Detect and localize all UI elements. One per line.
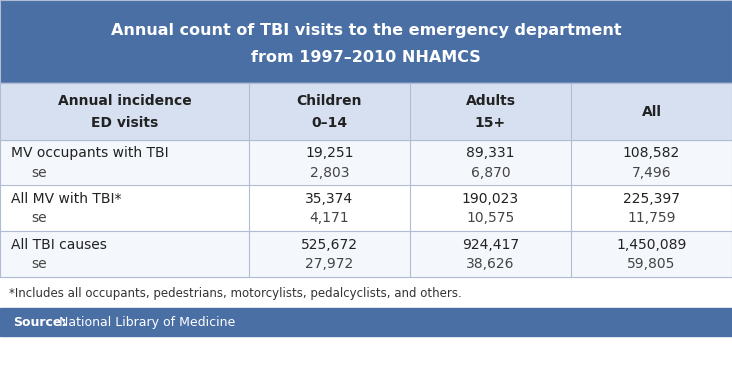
Text: 15+: 15+ (475, 116, 506, 130)
Text: 1,450,089: 1,450,089 (616, 238, 687, 252)
Text: All TBI causes: All TBI causes (11, 238, 107, 252)
Bar (0, 185, 732, 231)
Text: Annual count of TBI visits to the emergency department: Annual count of TBI visits to the emerge… (111, 23, 621, 38)
Text: *Includes all occupants, pedestrians, motorcylists, pedalcyclists, and others.: *Includes all occupants, pedestrians, mo… (9, 287, 462, 300)
Text: 35,374: 35,374 (305, 192, 354, 206)
Bar (0, 0, 732, 83)
Text: 11,759: 11,759 (627, 211, 676, 225)
Bar (0, 279, 732, 308)
Text: 38,626: 38,626 (466, 257, 515, 271)
Text: 59,805: 59,805 (627, 257, 676, 271)
Text: Source:: Source: (13, 315, 67, 329)
Text: 525,672: 525,672 (301, 238, 358, 252)
Text: 924,417: 924,417 (462, 238, 519, 252)
Text: 10,575: 10,575 (466, 211, 515, 225)
Text: 6,870: 6,870 (471, 166, 510, 180)
Text: 7,496: 7,496 (632, 166, 671, 180)
Text: All MV with TBI*: All MV with TBI* (11, 192, 122, 206)
Text: 190,023: 190,023 (462, 192, 519, 206)
Text: Children: Children (296, 94, 362, 108)
Text: 2,803: 2,803 (310, 166, 349, 180)
Text: 4,171: 4,171 (310, 211, 349, 225)
Text: All: All (641, 104, 662, 119)
Bar (0, 308, 732, 336)
Bar (0, 231, 732, 277)
Text: 0–14: 0–14 (311, 116, 348, 130)
Text: se: se (31, 257, 47, 271)
Text: ED visits: ED visits (91, 116, 158, 130)
Text: se: se (31, 166, 47, 180)
Text: Annual incidence: Annual incidence (58, 94, 191, 108)
Bar (0, 140, 732, 185)
Text: 27,972: 27,972 (305, 257, 354, 271)
Text: Adults: Adults (466, 94, 515, 108)
Text: from 1997–2010 NHAMCS: from 1997–2010 NHAMCS (251, 50, 481, 65)
Text: 89,331: 89,331 (466, 146, 515, 160)
Text: MV occupants with TBI: MV occupants with TBI (11, 146, 168, 160)
Text: 19,251: 19,251 (305, 146, 354, 160)
Text: 108,582: 108,582 (623, 146, 680, 160)
Bar (0, 83, 732, 140)
Text: National Library of Medicine: National Library of Medicine (55, 315, 235, 329)
Text: se: se (31, 211, 47, 225)
Text: 225,397: 225,397 (623, 192, 680, 206)
